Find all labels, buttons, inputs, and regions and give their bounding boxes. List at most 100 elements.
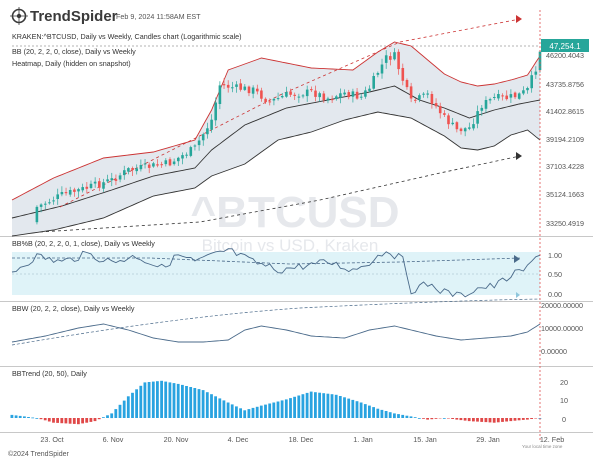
bbtrend-bar xyxy=(322,393,326,418)
bbtrend-bar xyxy=(255,406,259,418)
bbtrend-bar xyxy=(181,384,184,418)
bbpct-title[interactable]: BB%B (20, 2, 2, 0, 1, close), Daily vs W… xyxy=(12,239,155,248)
candle-body xyxy=(156,164,159,166)
candle-body xyxy=(434,103,438,107)
bbtrend-bar xyxy=(160,380,163,418)
bbtrend-bar xyxy=(451,418,454,419)
bbtrend-bar xyxy=(442,418,446,419)
candle-body xyxy=(335,96,338,99)
current-price-tag xyxy=(541,39,589,52)
bb-fill xyxy=(12,42,540,236)
candle-body xyxy=(160,164,163,166)
candle-body xyxy=(414,99,417,101)
bbtrend-bar xyxy=(131,392,134,418)
candle-body xyxy=(77,189,80,192)
bbtrend-bar xyxy=(64,418,68,424)
candle-body xyxy=(93,181,97,184)
candle-body xyxy=(181,155,184,159)
candles xyxy=(35,48,542,225)
bbtrend-bar xyxy=(314,392,317,418)
bbtrend-bar xyxy=(118,404,122,418)
bb-indicator-label[interactable]: BB (20, 2, 2, 0, close), Daily vs Weekly xyxy=(12,47,136,56)
bbtrend-bar xyxy=(147,382,151,418)
bbtrend-bar xyxy=(326,393,330,418)
candle-body xyxy=(264,98,267,103)
bbpct-line xyxy=(11,248,541,298)
bbtrend-bar xyxy=(43,418,47,421)
candle-body xyxy=(364,90,367,97)
bbtrend-bar xyxy=(185,386,188,418)
bbtrend-bar xyxy=(405,415,409,418)
bbtrend-bar xyxy=(27,417,30,418)
candle-body xyxy=(517,93,521,99)
candle-body xyxy=(326,98,330,101)
bbtrend-bar xyxy=(97,418,101,420)
bbtrend-bar xyxy=(488,418,492,423)
bbtrend-bar xyxy=(447,418,450,419)
price-tick: 46200.4043 xyxy=(546,51,584,60)
candle-body xyxy=(501,95,504,97)
bbw-title[interactable]: BBW (20, 2, 2, close), Daily vs Weekly xyxy=(12,304,135,313)
bbtrend-bar xyxy=(530,418,533,419)
candle-body xyxy=(463,128,467,132)
candle-body xyxy=(60,192,64,195)
candle-body xyxy=(218,85,222,104)
candle-body xyxy=(210,119,213,130)
bbpct-tick: 1.00 xyxy=(548,251,562,260)
bbpct-low-marker-icon xyxy=(516,292,520,298)
bbtrend-bar xyxy=(484,418,488,423)
candle-body xyxy=(368,88,371,91)
candle-body xyxy=(418,95,421,100)
bbtrend-bar xyxy=(372,407,375,418)
candle-body xyxy=(426,93,429,95)
bbtrend-bar xyxy=(35,418,39,419)
candle-body xyxy=(301,95,305,97)
channel-upper-line xyxy=(59,18,521,208)
bbtrend-bar xyxy=(534,418,538,419)
candle-body xyxy=(256,88,259,92)
candle-body xyxy=(422,93,425,95)
x-axis-label: 4. Dec xyxy=(228,435,249,444)
bbtrend-bar xyxy=(10,414,14,418)
bbtrend-bar xyxy=(47,418,51,422)
bbtrend-histogram xyxy=(10,380,542,425)
candle-body xyxy=(231,87,234,89)
bbtrend-bar xyxy=(376,408,380,418)
candle-body xyxy=(226,84,230,88)
x-axis-label: 20. Nov xyxy=(164,435,189,444)
price-tick: 39194.2109 xyxy=(546,135,584,144)
candle-body xyxy=(384,55,388,63)
candle-body xyxy=(447,115,450,125)
candle-body xyxy=(247,86,251,94)
bbtrend-bar xyxy=(492,418,496,423)
candle-body xyxy=(455,122,459,130)
bbtrend-bar xyxy=(68,418,72,424)
heatmap-indicator-label[interactable]: Heatmap, Daily (hidden on snapshot) xyxy=(12,59,131,68)
candle-body xyxy=(48,202,51,204)
candle-body xyxy=(409,86,413,99)
candle-body xyxy=(118,175,122,180)
x-axis-label: 23. Oct xyxy=(40,435,63,444)
candle-body xyxy=(131,168,134,171)
candle-body xyxy=(330,99,334,101)
bbtrend-title[interactable]: BBTrend (20, 50), Daily xyxy=(12,369,87,378)
bbtrend-bar xyxy=(23,416,26,418)
symbol-title: KRAKEN:^BTCUSD, Daily vs Weekly, Candles… xyxy=(12,32,242,41)
candle-body xyxy=(530,75,533,89)
candle-body xyxy=(222,84,226,86)
bbpct-tick: 0.00 xyxy=(548,290,562,299)
candle-body xyxy=(168,159,172,166)
candle-body xyxy=(102,182,105,189)
bbtrend-bar xyxy=(368,405,371,418)
bbtrend-bar xyxy=(380,409,384,418)
bbtrend-bar xyxy=(56,418,59,423)
x-axis-label: 15. Jan xyxy=(413,435,437,444)
watermark-symbol: ^BTCUSD xyxy=(190,188,399,237)
snapshot-timestamp: Feb 9, 2024 11:58AM EST xyxy=(116,12,201,21)
bbtrend-bar xyxy=(81,418,84,424)
bbw-tick: 10000.00000 xyxy=(541,324,583,333)
candle-body xyxy=(73,189,76,192)
bbw-trendline xyxy=(11,298,541,346)
bbtrend-bar xyxy=(289,398,292,418)
